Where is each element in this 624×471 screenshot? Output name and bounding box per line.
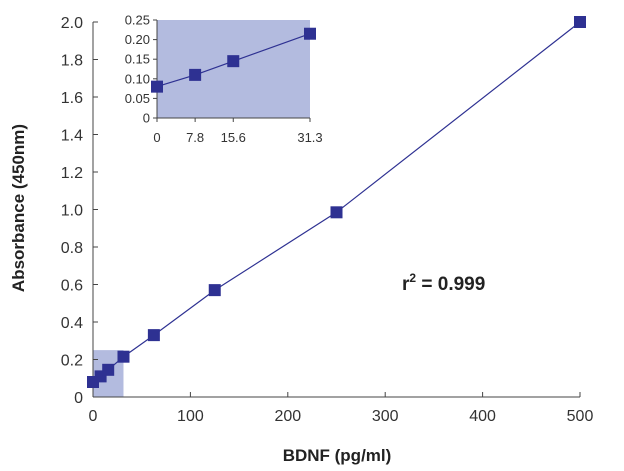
data-point: [574, 16, 586, 28]
y-tick-label: 0: [74, 390, 83, 407]
inset-data-point: [227, 55, 240, 68]
data-point: [147, 329, 160, 342]
x-tick-label: 200: [274, 408, 301, 425]
inset-x-tick-label: 31.3: [297, 130, 322, 145]
inset-y-tick-label: 0.10: [125, 71, 150, 86]
y-tick-label: 1.4: [61, 128, 83, 145]
y-axis-title: Absorbance (450nm): [9, 124, 28, 292]
inset-y-tick-label: 0: [143, 111, 150, 126]
inset-series-line: [156, 33, 311, 88]
data-point: [330, 206, 343, 219]
inset-y-tick-label: 0.15: [125, 52, 150, 67]
r-squared-prefix: r: [402, 274, 410, 295]
inset-data-point: [151, 80, 163, 93]
y-tick-label: 2.0: [61, 15, 83, 32]
y-tick-label: 0.8: [61, 240, 83, 257]
y-tick-label: 0.2: [61, 353, 83, 370]
inset-y-tick-label: 0.05: [125, 91, 150, 106]
inset-x-tick-label: 15.6: [221, 130, 246, 145]
y-tick-label: 1.6: [61, 90, 83, 107]
x-tick-label: 100: [177, 408, 204, 425]
x-tick-label: 0: [89, 408, 98, 425]
y-tick-label: 1.2: [61, 165, 83, 182]
r-squared-annotation: r2 = 0.999: [402, 271, 485, 295]
x-tick-label: 500: [567, 408, 594, 425]
inset-data-point: [304, 27, 316, 40]
y-tick-label: 0.4: [61, 315, 83, 332]
inset-x-tick-label: 0: [153, 130, 160, 145]
x-tick-label: 400: [469, 408, 496, 425]
y-tick-label: 1.0: [61, 203, 83, 220]
inset-x-tick-label: 7.8: [186, 130, 204, 145]
data-point: [208, 284, 221, 297]
inset-y-tick-label: 0.25: [125, 13, 150, 28]
inset-background: [157, 20, 310, 118]
inset-data-point: [189, 68, 202, 81]
x-axis-title: BDNF (pg/ml): [283, 446, 392, 465]
data-point: [102, 363, 115, 376]
r-squared-superscript: 2: [409, 271, 416, 285]
y-tick-label: 1.8: [61, 53, 83, 70]
inset-plot: 0 0.05 0.10 0.15 0.20 0.25 0 7.8 15.6 31.3: [125, 13, 323, 146]
main-plot: 00.20.40.60.81.01.21.41.61.82.00 100 200 30…: [61, 15, 594, 425]
data-point: [117, 350, 130, 363]
r-squared-value: = 0.999: [416, 274, 485, 295]
inset-y-tick-label: 0.20: [125, 32, 150, 47]
y-tick-label: 0.6: [61, 278, 83, 295]
x-tick-label: 300: [372, 408, 399, 425]
